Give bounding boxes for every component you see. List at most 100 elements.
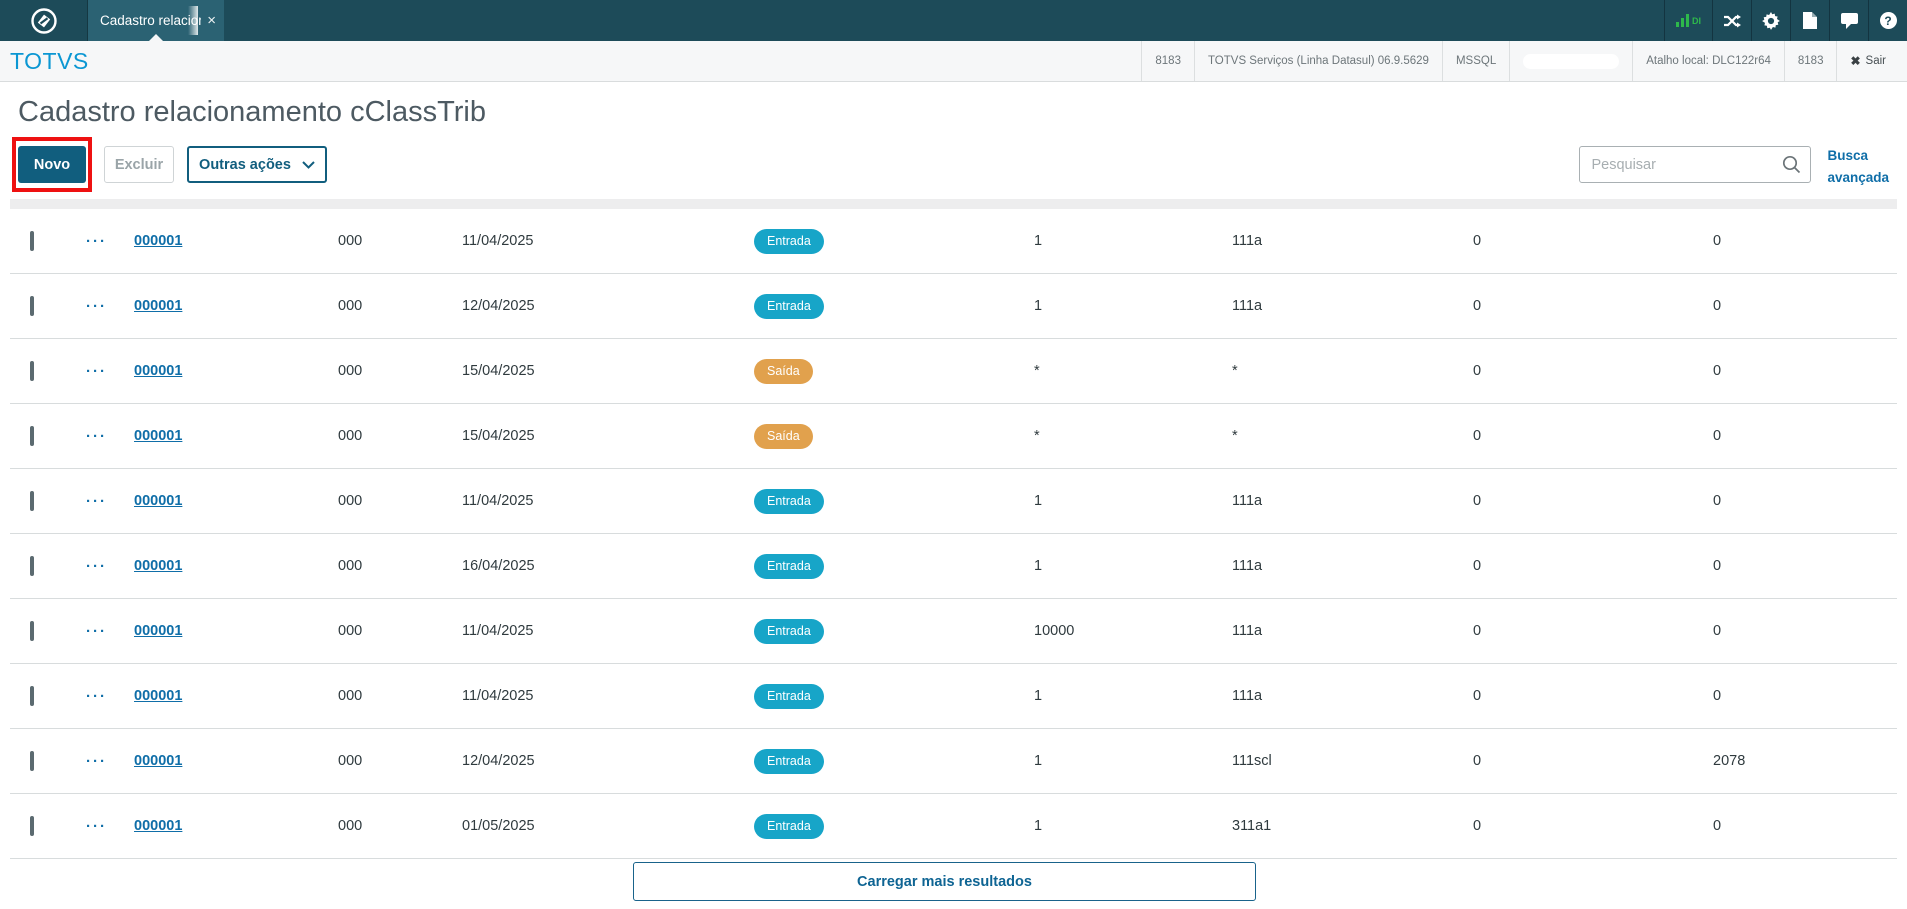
tab-fade	[188, 6, 198, 35]
record-id-link[interactable]: 000001	[134, 298, 183, 314]
shuffle-icon[interactable]	[1712, 0, 1751, 41]
cell-date: 16/04/2025	[462, 558, 535, 574]
monitor-di-icon[interactable]: DI	[1664, 0, 1712, 41]
more-actions-label: Outras ações	[199, 156, 291, 173]
advanced-search-line1: Busca	[1827, 148, 1868, 163]
close-icon[interactable]: ×	[207, 12, 216, 29]
cell-v3: 0	[1713, 428, 1722, 444]
record-id-link[interactable]: 000001	[134, 493, 183, 509]
more-actions-button[interactable]: Outras ações	[187, 146, 327, 183]
record-id-link[interactable]: 000001	[134, 623, 183, 639]
top-bar: Cadastro relacioname × DI	[0, 0, 1907, 41]
cell-qty: 1	[1034, 688, 1043, 704]
new-button-wrap: Novo	[12, 137, 92, 192]
search-icon[interactable]	[1782, 155, 1801, 174]
type-badge: Saída	[754, 358, 813, 384]
type-badge: Entrada	[754, 748, 824, 774]
row-checkbox[interactable]	[30, 426, 34, 446]
cell-cclass: 111a	[1232, 688, 1263, 704]
cell-code: 000	[338, 428, 363, 444]
document-icon[interactable]	[1790, 0, 1829, 41]
record-id-link[interactable]: 000001	[134, 233, 183, 249]
logout-x-icon: ✖	[1850, 54, 1861, 68]
cell-date: 12/04/2025	[462, 298, 535, 314]
record-id-link[interactable]: 000001	[134, 753, 183, 769]
type-badge: Saída	[754, 423, 813, 449]
table-row: ··· 000001 000 12/04/2025 Entrada 1 111a…	[10, 274, 1897, 339]
row-checkbox[interactable]	[30, 556, 34, 576]
table-row: ··· 000001 000 12/04/2025 Entrada 1 111s…	[10, 729, 1897, 794]
cell-cclass: *	[1232, 428, 1238, 444]
cell-v2: 0	[1473, 493, 1482, 509]
row-checkbox[interactable]	[30, 361, 34, 381]
type-badge: Entrada	[754, 228, 824, 254]
load-more-button[interactable]: Carregar mais resultados	[633, 862, 1256, 901]
gear-icon[interactable]	[1751, 0, 1790, 41]
row-menu-icon[interactable]: ···	[86, 752, 107, 770]
record-id-link[interactable]: 000001	[134, 363, 183, 379]
record-id-link[interactable]: 000001	[134, 428, 183, 444]
cell-qty: 1	[1034, 233, 1043, 249]
row-checkbox[interactable]	[30, 491, 34, 511]
row-checkbox[interactable]	[30, 751, 34, 771]
advanced-search-link[interactable]: Busca avançada	[1827, 145, 1889, 188]
type-badge: Entrada	[754, 553, 824, 579]
table-row: ··· 000001 000 11/04/2025 Entrada 1 111a…	[10, 469, 1897, 534]
env-code: 8183	[1141, 41, 1194, 81]
table-header-strip	[10, 199, 1897, 209]
row-menu-icon[interactable]: ···	[86, 557, 107, 575]
row-menu-icon[interactable]: ···	[86, 687, 107, 705]
delete-button[interactable]: Excluir	[104, 146, 174, 183]
database-label: MSSQL	[1441, 41, 1509, 81]
cell-date: 11/04/2025	[462, 233, 534, 249]
cell-cclass: 111a	[1232, 623, 1263, 639]
row-menu-icon[interactable]: ···	[86, 622, 107, 640]
row-menu-icon[interactable]: ···	[86, 492, 107, 510]
di-label: DI	[1692, 15, 1701, 26]
topbar-spacer	[224, 0, 1664, 41]
bar-chart-icon	[1676, 14, 1689, 27]
cell-qty: 1	[1034, 493, 1043, 509]
help-icon[interactable]: ?	[1868, 0, 1907, 41]
cell-v3: 0	[1713, 688, 1722, 704]
row-checkbox[interactable]	[30, 296, 34, 316]
row-menu-icon[interactable]: ···	[86, 232, 107, 250]
logout-label: Sair	[1865, 55, 1886, 67]
cell-qty: *	[1034, 428, 1040, 444]
tab-title: Cadastro relacioname	[100, 13, 201, 28]
local-shortcut: Atalho local: DLC122r64	[1632, 41, 1784, 81]
table-row: ··· 000001 000 16/04/2025 Entrada 1 111a…	[10, 534, 1897, 599]
row-menu-icon[interactable]: ···	[86, 427, 107, 445]
logout-button[interactable]: ✖ Sair	[1836, 41, 1899, 81]
redacted-info-wrap	[1509, 41, 1632, 81]
cell-code: 000	[338, 493, 363, 509]
cell-date: 11/04/2025	[462, 688, 534, 704]
new-button[interactable]: Novo	[18, 146, 86, 183]
record-id-link[interactable]: 000001	[134, 558, 183, 574]
cell-v2: 0	[1473, 298, 1482, 314]
table-row: ··· 000001 000 15/04/2025 Saída * * 0 0	[10, 404, 1897, 469]
cell-v3: 0	[1713, 493, 1722, 509]
search-input[interactable]	[1591, 156, 1783, 173]
table-row: ··· 000001 000 01/05/2025 Entrada 1 311a…	[10, 794, 1897, 859]
search-area: Busca avançada	[1579, 146, 1889, 188]
cell-cclass: 111a	[1232, 493, 1263, 509]
brand-logo: TOTVS	[10, 47, 89, 74]
row-menu-icon[interactable]: ···	[86, 817, 107, 835]
row-menu-icon[interactable]: ···	[86, 362, 107, 380]
row-checkbox[interactable]	[30, 621, 34, 641]
row-checkbox[interactable]	[30, 816, 34, 836]
record-id-link[interactable]: 000001	[134, 688, 183, 704]
row-checkbox[interactable]	[30, 686, 34, 706]
cell-code: 000	[338, 623, 363, 639]
chat-icon[interactable]	[1829, 0, 1868, 41]
row-checkbox[interactable]	[30, 231, 34, 251]
row-menu-icon[interactable]: ···	[86, 297, 107, 315]
cell-v3: 0	[1713, 818, 1722, 834]
table-row: ··· 000001 000 11/04/2025 Entrada 10000 …	[10, 599, 1897, 664]
tab-cadastro-relacionamento[interactable]: Cadastro relacioname ×	[88, 0, 224, 41]
cell-cclass: 111a	[1232, 233, 1263, 249]
record-id-link[interactable]: 000001	[134, 818, 183, 834]
cell-code: 000	[338, 363, 363, 379]
cell-date: 01/05/2025	[462, 818, 535, 834]
